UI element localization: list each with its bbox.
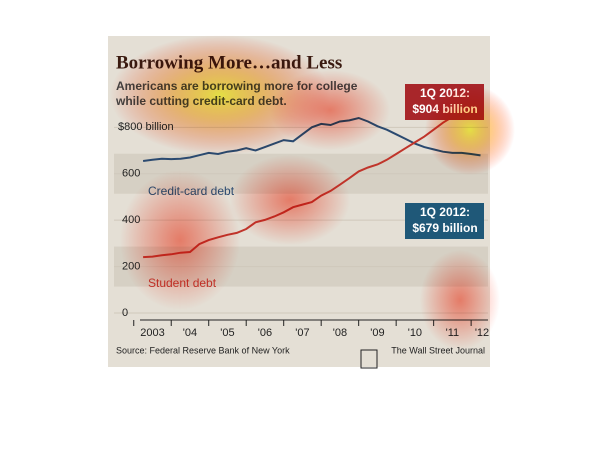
credit: The Wall Street Journal xyxy=(391,345,485,355)
cursor-box xyxy=(360,349,378,369)
x-tick-label: '07 xyxy=(295,327,309,339)
x-tick-label: 2003 xyxy=(140,327,164,339)
y-tick-label: 0 xyxy=(122,307,128,319)
x-tick-label: '05 xyxy=(220,327,234,339)
y-tick-label: 600 xyxy=(122,168,140,180)
heatmap xyxy=(110,35,515,350)
x-tick-label: '04 xyxy=(183,327,197,339)
annotation-box xyxy=(405,203,484,239)
x-tick-label: '08 xyxy=(333,327,347,339)
annotation-text: $679 billion xyxy=(412,221,477,235)
x-tick-label: '06 xyxy=(258,327,272,339)
annotation-text: 1Q 2012: xyxy=(420,205,470,219)
x-tick-label: '09 xyxy=(370,327,384,339)
source: Source: Federal Reserve Bank of New York xyxy=(116,345,290,355)
x-tick-label: '10 xyxy=(408,327,422,339)
